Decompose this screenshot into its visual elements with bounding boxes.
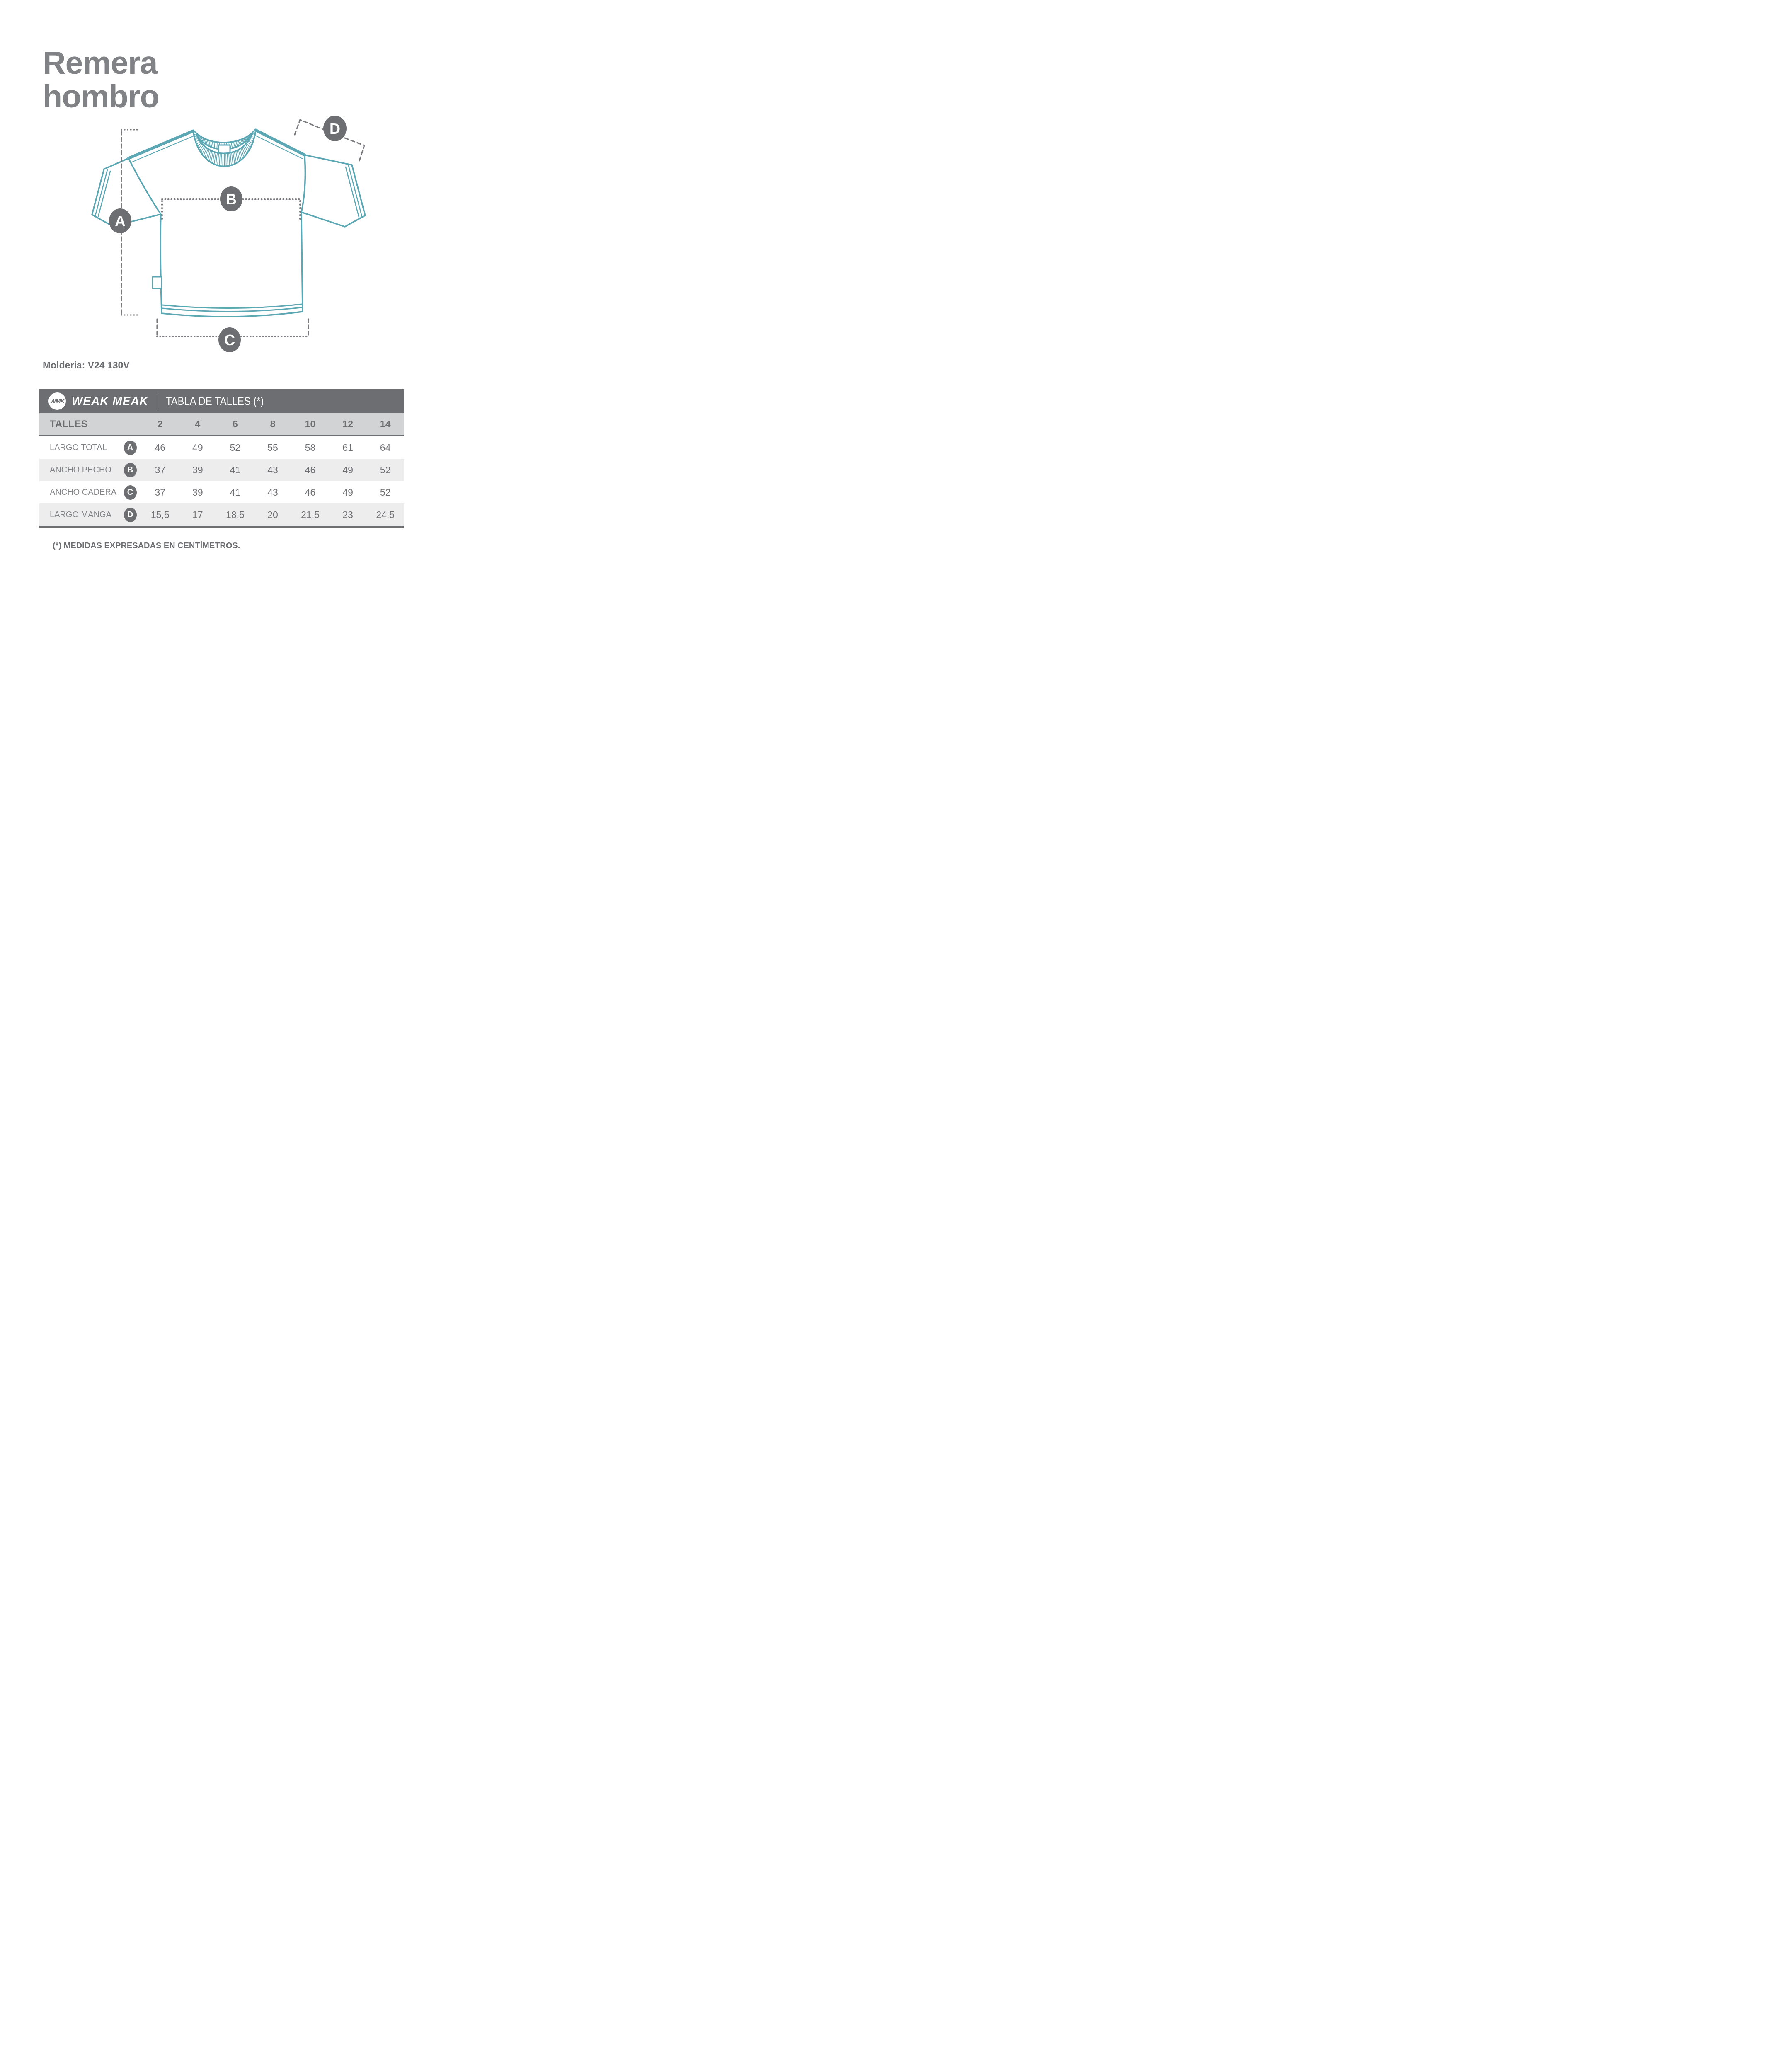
cell-value: 41 [230,487,241,498]
cell-value: 15,5 [150,509,170,520]
pattern-code: Molderia: V24 130V [43,360,130,370]
size-header: 4 [195,419,201,429]
marker-b: B [220,186,242,211]
left-shoulder-stitch [131,135,195,163]
cell-value: 39 [192,487,203,498]
measure-d-bracket [294,119,365,162]
size-header: 6 [233,419,238,429]
measure-c-ticks [156,318,309,337]
row-label: LARGO TOTAL [50,443,107,452]
size-header: 2 [157,419,163,429]
cell-value: 24,5 [376,509,395,520]
cell-value: 49 [342,487,353,498]
size-table: WMK WEAK MEAK TABLA DE TALLES (*) TALLES… [39,389,404,528]
left-shoulder-tape [127,129,195,160]
size-header: 12 [342,419,353,429]
sizes-column-header: TALLES [50,418,88,430]
row-badge-b: B [124,462,137,477]
page-title-line2: hombro [43,79,160,114]
cell-value: 49 [192,442,203,453]
svg-text:C: C [224,332,235,349]
size-header: 10 [305,419,316,429]
table-row-largo-total: LARGO TOTAL A 46 49 52 55 58 61 64 [39,436,404,459]
cell-value: 52 [380,464,391,475]
table-row-largo-manga: LARGO MANGA D 15,5 17 18,5 20 21,5 23 24… [39,503,404,528]
cell-value: 43 [267,487,278,498]
cell-value: 58 [305,442,316,453]
left-sleeve-seam [128,157,162,215]
size-header: 14 [380,419,391,429]
cell-value: 23 [342,509,353,520]
hem-stitch-lines [162,303,303,312]
tshirt-measurement-diagram: A B C D [91,116,366,352]
page-title: Remera hombro [43,45,160,114]
size-header: 8 [270,419,276,429]
sizes-header-row: TALLES 2 4 6 8 10 12 14 [39,413,404,436]
right-shoulder-tape [254,128,306,157]
marker-a: A [109,208,131,233]
cell-value: 41 [230,464,241,475]
cell-value: 39 [192,464,203,475]
marker-d: D [323,116,347,141]
tshirt-drawing [91,128,366,317]
table-row-ancho-pecho: ANCHO PECHO B 37 39 41 43 46 49 52 [39,459,404,481]
cell-value: 61 [342,442,353,453]
brand-logo-icon: WMK [48,392,66,410]
measure-b-ticks [161,200,301,221]
cell-value: 52 [380,487,391,498]
cell-value: 49 [342,464,353,475]
size-table-header: WMK WEAK MEAK TABLA DE TALLES (*) [39,389,404,413]
row-badge-d: D [124,507,137,522]
cell-value: 43 [267,464,278,475]
cell-value: 46 [305,464,316,475]
cell-value: 46 [155,442,166,453]
cell-value: 52 [230,442,241,453]
cell-value: 18,5 [226,509,245,520]
brand-monogram: WMK [50,397,65,405]
row-label: ANCHO PECHO [50,465,111,474]
page-title-line1: Remera [43,45,158,81]
cell-value: 37 [155,464,166,475]
side-tag [152,276,162,289]
right-sleeve-seam [301,154,306,213]
right-cuff-trim [345,165,363,218]
svg-text:B: B [226,191,237,208]
svg-text:D: D [330,120,340,137]
cell-value: 20 [267,509,278,520]
cell-value: 17 [192,509,203,520]
size-chart-page: Remera hombro [0,0,444,605]
measure-a-ticks [121,129,138,316]
cell-value: 37 [155,487,166,498]
left-cuff-trim [95,169,111,217]
neck-label [218,144,231,154]
table-row-ancho-cadera: ANCHO CADERA C 37 39 41 43 46 49 52 [39,481,404,503]
right-shoulder-stitch [253,134,303,159]
row-badge-c: C [124,485,137,500]
row-badge-a: A [124,440,137,455]
cell-value: 64 [380,442,391,453]
marker-c: C [218,327,241,352]
units-footnote: (*) MEDIDAS EXPRESADAS EN CENTÍMETROS. [53,541,240,550]
cell-value: 21,5 [301,509,320,520]
svg-text:A: A [115,213,126,230]
row-label: ANCHO CADERA [50,487,117,497]
brand-name: WEAK MEAK [72,394,148,408]
table-title: TABLA DE TALLES (*) [165,395,264,407]
cell-value: 46 [305,487,316,498]
cell-value: 55 [267,442,278,453]
collar [192,129,257,167]
marker-badges: A B C D [109,116,347,352]
row-label: LARGO MANGA [50,510,111,519]
